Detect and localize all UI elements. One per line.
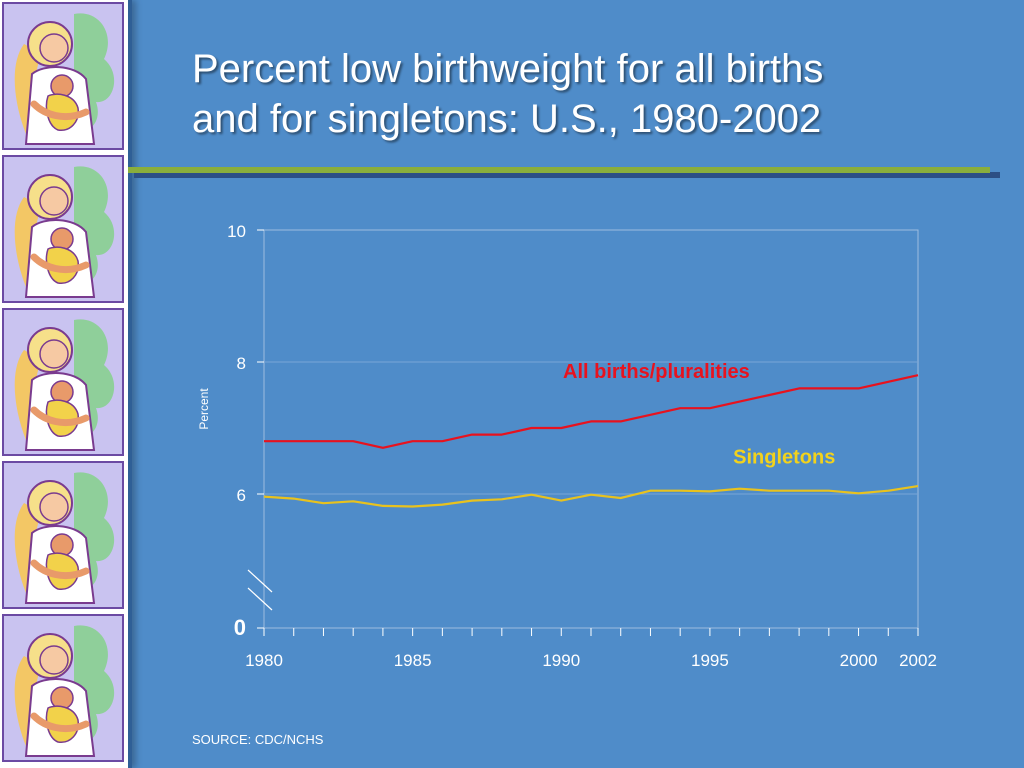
title-rule-shadow <box>134 172 1000 178</box>
x-tick-label-2002: 2002 <box>899 651 937 670</box>
x-tick-label-1995: 1995 <box>691 651 729 670</box>
slide-title-line1: Percent low birthweight for all births <box>192 47 824 91</box>
y-axis-label: Percent <box>197 388 211 430</box>
title-rule <box>128 167 990 173</box>
series-line-1 <box>263 485 919 508</box>
mother-and-child-clipart-icon <box>2 308 124 456</box>
x-tick-label-1985: 1985 <box>394 651 432 670</box>
y-tick-label-8: 8 <box>237 354 246 373</box>
source-note: SOURCE: CDC/NCHS <box>192 732 324 747</box>
x-tick-label-1980: 1980 <box>245 651 283 670</box>
series-label-0: All births/pluralities <box>563 361 750 383</box>
y-tick-label-0: 0 <box>234 615 246 640</box>
slide-title: Percent low birthweight for all births a… <box>192 44 972 144</box>
plot-frame <box>263 229 919 629</box>
mother-and-child-clipart-icon <box>2 614 124 762</box>
series-label-1: Singletons <box>733 447 835 469</box>
x-tick-label-2000: 2000 <box>840 651 878 670</box>
mother-and-child-clipart-icon <box>2 2 124 150</box>
sidebar <box>0 0 128 768</box>
axis-break-mark-lower <box>247 587 273 611</box>
axis-break-mark-upper <box>247 569 273 593</box>
mother-and-child-clipart-icon <box>2 461 124 609</box>
y-tick-label-6: 6 <box>237 486 246 505</box>
mother-and-child-clipart-icon <box>2 155 124 303</box>
series-line-0 <box>264 374 919 449</box>
line-chart: 0 6 8 10 1980 1985 1990 1995 2000 2002 Percent All … <box>197 222 937 670</box>
x-tick-label-1990: 1990 <box>542 651 580 670</box>
y-tick-label-10: 10 <box>227 222 246 241</box>
slide-title-line2: and for singletons: U.S., 1980-2002 <box>192 97 822 141</box>
